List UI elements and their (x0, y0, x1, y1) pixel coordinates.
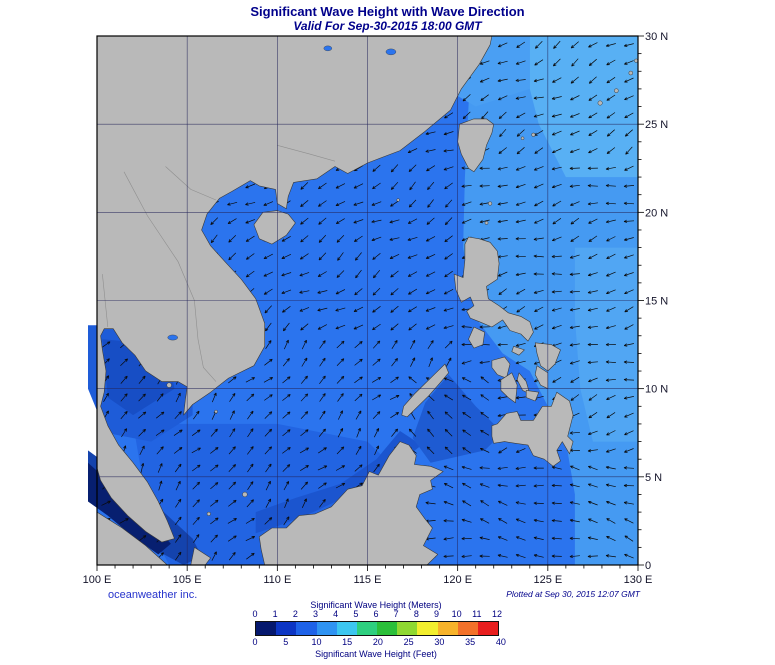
lat-tick-label: 0 (645, 560, 651, 572)
land-layer (96, 35, 639, 566)
lat-tick-label: 10 N (645, 384, 668, 396)
chart-title: Significant Wave Height with Wave Direct… (250, 4, 525, 19)
colorbar-cell (336, 622, 357, 635)
lon-tick-label: 130 E (624, 574, 653, 586)
chart-valid-time: Valid For Sep-30-2015 18:00 GMT (293, 19, 482, 33)
colorbar-cell (276, 622, 297, 635)
colorbar-cell (316, 622, 337, 635)
lat-tick-label: 5 N (645, 472, 662, 484)
lon-tick-label: 110 E (263, 574, 291, 586)
plotted-timestamp: Plotted at Sep 30, 2015 12:07 GMT (506, 589, 640, 599)
lat-tick-label: 25 N (645, 119, 668, 131)
colorbar-cell (477, 622, 499, 635)
colorbar-cell (457, 622, 478, 635)
colorbar-cell (417, 622, 438, 635)
colorbar-cell (437, 622, 458, 635)
lon-tick-label: 105 E (173, 574, 202, 586)
lon-tick-label: 115 E (354, 574, 382, 586)
oceanweather-credit: oceanweather inc. (108, 589, 198, 601)
lon-tick-label: 125 E (533, 574, 562, 586)
colorbar-title-feet: Significant Wave Height (Feet) (315, 649, 437, 659)
lon-tick-label: 100 E (83, 574, 112, 586)
axis-labels: 100 E 105 E 110 E 115 E 120 E 125 E 130 E 30 N 2… (83, 31, 669, 586)
grid-lines (97, 36, 638, 565)
colorbar-cell (256, 622, 277, 635)
colorbar-cell (356, 622, 378, 635)
axis-tick-marks (96, 35, 644, 571)
lat-tick-label: 30 N (645, 31, 668, 43)
colorbar-title-meters: Significant Wave Height (Meters) (310, 600, 442, 610)
lat-tick-label: 20 N (645, 207, 668, 219)
lat-tick-label: 15 N (645, 296, 668, 308)
colorbar-cell (397, 622, 418, 635)
colorbar (255, 621, 499, 636)
colorbar-cell (377, 622, 398, 635)
colorbar-cell (296, 622, 317, 635)
lon-tick-label: 120 E (443, 574, 472, 586)
